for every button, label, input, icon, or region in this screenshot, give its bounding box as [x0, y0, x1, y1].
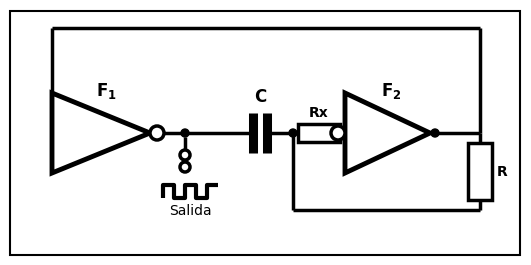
- Circle shape: [289, 129, 297, 137]
- Bar: [298, 124, 340, 142]
- Text: Salida: Salida: [169, 204, 212, 218]
- Circle shape: [181, 129, 189, 137]
- Text: $\mathbf{F_2}$: $\mathbf{F_2}$: [381, 81, 402, 101]
- Circle shape: [180, 150, 190, 160]
- Text: Rx: Rx: [309, 106, 329, 120]
- Circle shape: [431, 129, 439, 137]
- Text: C: C: [254, 88, 266, 106]
- Circle shape: [150, 126, 164, 140]
- Bar: [468, 143, 492, 200]
- Text: R: R: [497, 165, 508, 179]
- Circle shape: [180, 162, 190, 172]
- Text: $\mathbf{F_1}$: $\mathbf{F_1}$: [96, 81, 116, 101]
- Circle shape: [331, 126, 345, 140]
